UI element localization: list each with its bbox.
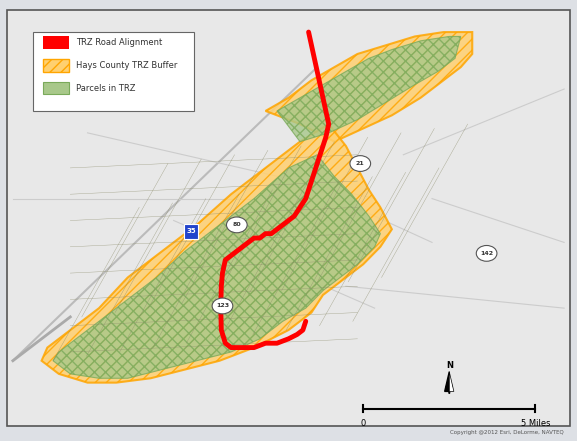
PathPatch shape (277, 37, 461, 142)
Circle shape (476, 246, 497, 261)
PathPatch shape (42, 124, 392, 383)
Text: Copyright @2012 Esri, DeLorme, NAVTEQ: Copyright @2012 Esri, DeLorme, NAVTEQ (451, 430, 564, 435)
Text: 35: 35 (186, 228, 196, 235)
Text: Hays County TRZ Buffer: Hays County TRZ Buffer (76, 61, 177, 70)
Bar (43, 37, 69, 49)
Bar (33, 32, 194, 111)
Text: 5 Miles: 5 Miles (520, 419, 550, 428)
Bar (43, 82, 69, 94)
Text: Parcels in TRZ: Parcels in TRZ (76, 84, 136, 93)
PathPatch shape (53, 155, 380, 378)
Text: 21: 21 (356, 161, 365, 166)
Bar (183, 224, 198, 239)
Text: 142: 142 (480, 251, 493, 256)
Text: 80: 80 (233, 222, 241, 228)
Text: N: N (446, 362, 453, 370)
Polygon shape (445, 372, 449, 392)
Text: 123: 123 (216, 303, 229, 308)
Bar (43, 59, 69, 71)
PathPatch shape (265, 32, 472, 142)
Polygon shape (449, 372, 454, 392)
Text: 0: 0 (361, 419, 366, 428)
Circle shape (227, 217, 247, 233)
Text: TRZ Road Alignment: TRZ Road Alignment (76, 38, 162, 47)
Circle shape (350, 156, 370, 172)
Circle shape (212, 298, 233, 314)
